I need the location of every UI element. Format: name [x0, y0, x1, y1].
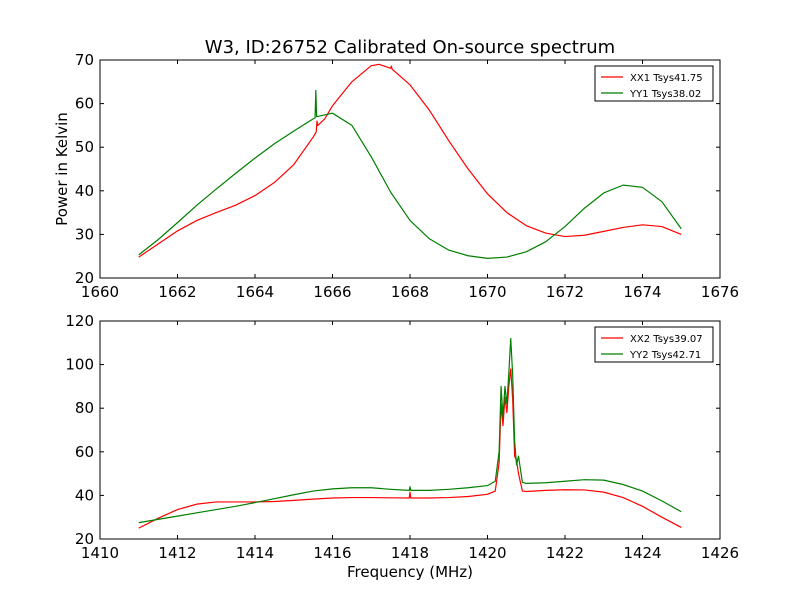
legend: XX2 Tsys39.07 YY2 Tsys42.71: [594, 326, 714, 363]
series-line-yy: [138, 89, 682, 259]
top-spectrum-panel: 1660 1662 1664 1666 1668 1670 1672 1674 1676 20 30…: [53, 51, 739, 301]
y-tick-label: 60: [75, 95, 94, 113]
y-tick-label: 80: [75, 399, 94, 417]
y-tick-label: 70: [75, 51, 94, 69]
legend-label: XX2 Tsys39.07: [630, 334, 703, 345]
y-tick-label: 20: [75, 269, 94, 287]
x-tick-label: 1424: [623, 544, 661, 562]
y-tick-label: 60: [75, 443, 94, 461]
series-line-yy: [138, 337, 682, 524]
y-tick-label: 30: [75, 225, 94, 243]
x-tick-label: 1426: [701, 544, 739, 562]
y-tick-label: 40: [75, 486, 94, 504]
x-tick-label: 1418: [391, 544, 429, 562]
y-tick-label: 40: [75, 182, 94, 200]
legend-label: YY1 Tsys38.02: [629, 89, 701, 100]
x-tick-label: 1662: [158, 283, 196, 301]
x-tick-label: 1666: [313, 283, 351, 301]
x-tick-label: 1416: [313, 544, 351, 562]
x-tick-label: 1420: [468, 544, 506, 562]
legend-box: [594, 65, 714, 102]
legend: XX1 Tsys41.75 YY1 Tsys38.02: [594, 65, 714, 102]
legend-box: [594, 326, 714, 363]
x-axis-title: Frequency (MHz): [347, 563, 473, 581]
y-tick-label: 100: [65, 356, 94, 374]
x-tick-label: 1660: [81, 283, 119, 301]
x-tick-label: 1414: [236, 544, 274, 562]
x-tick-label: 1412: [158, 544, 196, 562]
legend-label: YY2 Tsys42.71: [629, 350, 701, 361]
x-tick-label: 1670: [468, 283, 506, 301]
legend-label: XX1 Tsys41.75: [630, 73, 703, 84]
x-tick-label: 1672: [546, 283, 584, 301]
figure-title: W3, ID:26752 Calibrated On-source spectr…: [205, 37, 615, 58]
x-tick-label: 1676: [701, 283, 739, 301]
y-axis-title: Power in Kelvin: [53, 112, 71, 226]
x-tick-label: 1674: [623, 283, 661, 301]
x-tick-label: 1422: [546, 544, 584, 562]
series-line-xx: [138, 63, 682, 258]
x-tick-label: 1410: [81, 544, 119, 562]
y-tick-label: 50: [75, 138, 94, 156]
x-tick-label: 1668: [391, 283, 429, 301]
series-line-xx: [138, 368, 682, 529]
y-tick-label: 20: [75, 530, 94, 548]
bottom-spectrum-panel: 1410 1412 1414 1416 1418 1420 1422 1424 1426 20 40…: [65, 312, 739, 581]
x-tick-label: 1664: [236, 283, 274, 301]
y-tick-label: 120: [65, 312, 94, 330]
